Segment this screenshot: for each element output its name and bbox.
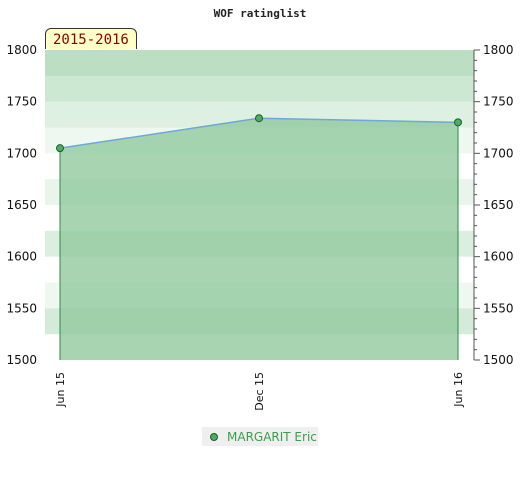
x-tick-label: Dec 15 <box>253 372 266 411</box>
y-tick-label: 1650 <box>483 198 514 212</box>
y-tick-label: 1550 <box>483 301 514 315</box>
y-tick-label: 1700 <box>6 146 37 160</box>
legend[interactable]: MARGARIT Eric <box>202 427 318 446</box>
x-tick-label: Jun 16 <box>452 372 465 408</box>
y-tick-label: 1750 <box>483 95 514 109</box>
chart-title: WOF ratinglist <box>214 7 307 20</box>
period-badge: 2015-2016 <box>45 28 137 49</box>
data-points <box>56 114 462 153</box>
y-axis-right: 1500 1550 1600 1650 1700 1750 1800 <box>473 43 514 367</box>
y-axis-left: 1500 1550 1600 1650 1700 1750 1800 <box>6 43 37 367</box>
band <box>45 75 474 103</box>
y-tick-label: 1700 <box>483 146 514 160</box>
y-tick-label: 1800 <box>483 43 514 57</box>
series-area <box>60 118 458 360</box>
area-fill <box>60 118 458 360</box>
x-tick-label: Jun 15 <box>54 372 67 408</box>
y-tick-label: 1750 <box>6 95 37 109</box>
legend-marker-icon <box>210 432 218 441</box>
data-point <box>255 114 263 123</box>
x-axis: Jun 15 Dec 15 Jun 16 <box>54 372 465 411</box>
drop-lines <box>59 122 459 360</box>
y-tick-label: 1550 <box>6 301 37 315</box>
legend-label: MARGARIT Eric <box>227 429 317 444</box>
y-tick-label: 1800 <box>6 43 37 57</box>
y-tick-label: 1600 <box>483 250 514 264</box>
y-tick-label: 1500 <box>483 353 514 367</box>
data-point <box>454 118 462 127</box>
y-tick-label: 1600 <box>6 250 37 264</box>
y-tick-label: 1500 <box>6 353 37 367</box>
y-tick-label: 1650 <box>6 198 37 212</box>
data-point <box>56 144 64 153</box>
band <box>45 50 474 77</box>
